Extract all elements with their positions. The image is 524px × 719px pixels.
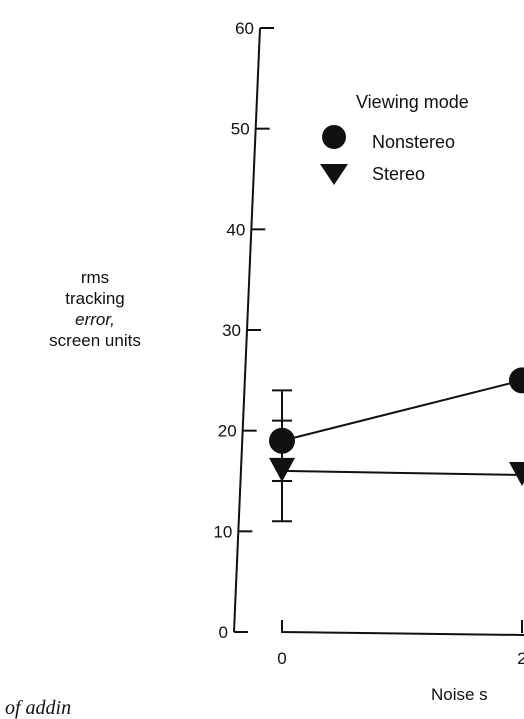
x-tick-label-0: 0	[277, 649, 286, 668]
y-axis-label-line-2: tracking	[65, 289, 125, 308]
x-axis-label: Noise s	[431, 685, 488, 704]
legend-title: Viewing mode	[356, 92, 469, 112]
y-axis-label: rms tracking error, screen units	[49, 268, 141, 350]
y-tick-label-10: 10	[213, 522, 232, 541]
point-nonstereo-1	[509, 367, 524, 393]
y-tick-label-40: 40	[226, 220, 245, 239]
y-axis-label-line-1: rms	[81, 268, 109, 287]
legend: Viewing mode Nonstereo Stereo	[320, 92, 469, 185]
series-line-nonstereo	[282, 380, 522, 440]
y-tick-label-30: 30	[222, 321, 241, 340]
y-axis-label-line-4: screen units	[49, 331, 141, 350]
legend-nonstereo-marker	[322, 125, 346, 149]
legend-stereo-marker	[320, 164, 348, 185]
y-tick-label-0: 0	[219, 623, 228, 642]
series-line-stereo	[282, 471, 522, 475]
legend-nonstereo-label: Nonstereo	[372, 132, 455, 152]
y-tick-label-50: 50	[231, 120, 250, 139]
series-layer	[269, 367, 524, 521]
caption-fragment: of addin	[5, 697, 71, 719]
x-axis	[282, 620, 524, 635]
y-ticks: 0 10 20 30 40 50 60	[213, 19, 274, 642]
y-tick-label-60: 60	[235, 19, 254, 38]
legend-stereo-label: Stereo	[372, 164, 425, 184]
y-tick-label-20: 20	[218, 422, 237, 441]
x-tick-label-20: 2	[517, 649, 524, 668]
y-axis-label-line-3: error,	[75, 310, 115, 329]
point-stereo-0	[269, 458, 295, 482]
